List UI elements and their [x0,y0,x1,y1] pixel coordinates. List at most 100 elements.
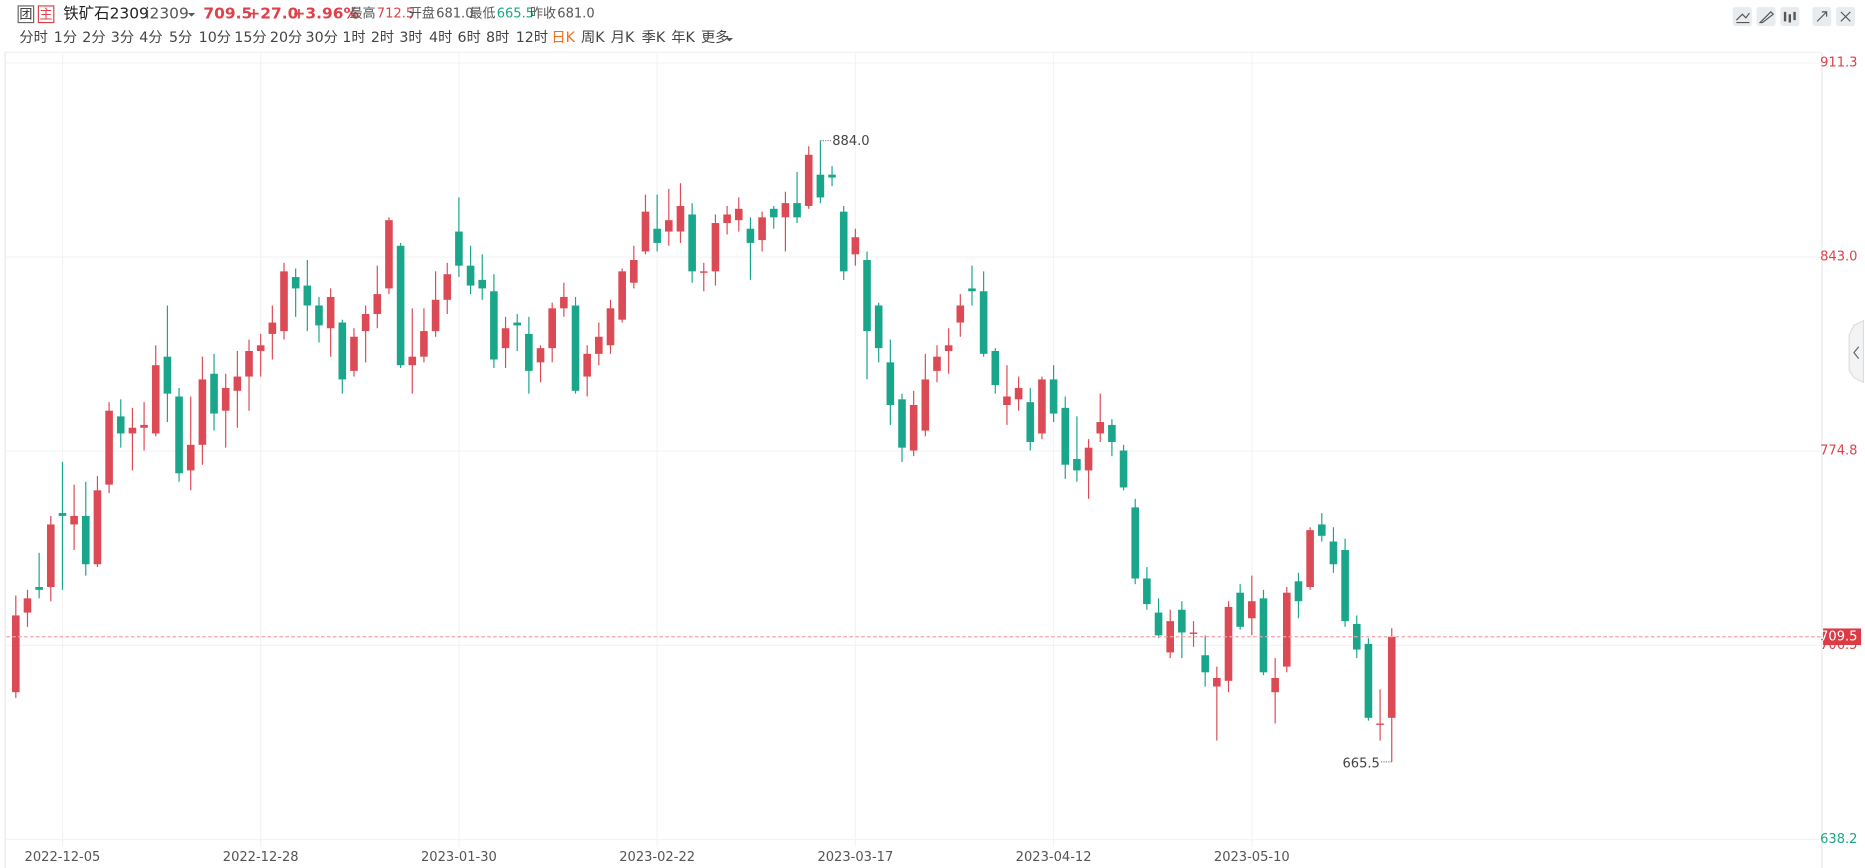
candle-body [256,345,265,351]
period-tab[interactable]: 4分 [139,29,162,46]
candle-body [1294,581,1303,602]
candle-body [979,291,988,354]
candle-body [1189,632,1198,634]
candle-body [23,598,32,613]
icon [1840,11,1851,22]
candle-body [525,333,533,371]
period-tab[interactable]: 6时 [458,29,481,46]
candle-body [1259,598,1268,673]
period-tab[interactable]: 季K [642,29,666,46]
y-tick-label: 638.2 [1820,832,1857,847]
candle-body [699,271,708,273]
badge[interactable]: 团 [19,7,32,22]
candle-body [466,265,475,286]
period-tab[interactable]: 日K [551,30,575,46]
x-tick-label: 2023-01-30 [421,850,497,865]
candle-body [1236,592,1244,627]
candle-body [863,259,871,332]
candle-body [1073,459,1081,471]
period-tab[interactable]: 分时 [19,29,47,46]
candle-body [385,220,393,289]
period-tab[interactable]: 10分 [199,29,231,46]
period-tab[interactable]: 月K [611,30,635,46]
candle-body [1224,606,1233,681]
period-tabs: 分时 1分 2分 3分 4分 5分 10分 15分 20分 30分 1时 2时 3时 4时 6时 8时 12时日… [19,29,729,46]
candle-body [12,615,20,693]
candle-body [1271,677,1279,693]
candle-body [560,296,568,309]
candle-body [664,220,673,232]
candle-body [221,387,230,411]
candle-body [1154,612,1163,636]
stat-value: 681.0 [436,7,473,22]
candle-body [571,305,580,391]
period-tab[interactable]: 1时 [342,29,365,46]
candle-body [804,154,813,206]
side-panel-toggle[interactable] [1848,319,1865,384]
x-tick-label: 2023-04-12 [1016,850,1092,865]
badge[interactable]: 主 [40,7,53,22]
period-tab[interactable]: 2时 [371,29,394,46]
period-tab[interactable]: 3分 [111,29,134,46]
candle-body [81,515,90,565]
period-tab[interactable]: 3时 [399,29,422,46]
candle-body [1049,379,1058,414]
candle-body [723,214,731,224]
y-tick-label: 843.0 [1820,250,1857,265]
period-tab[interactable]: 2分 [82,29,105,46]
candle-body [1376,723,1384,725]
candle-body [968,288,976,292]
x-tick-label: 2023-03-17 [817,850,893,865]
candle-body [1201,655,1209,673]
candle-body [431,299,440,332]
candle-body [676,205,685,232]
badge-box[interactable] [17,5,35,24]
candle-body [1038,379,1046,434]
candle-body [758,217,766,241]
candle-body [1341,550,1349,622]
period-tab[interactable]: 1分 [54,29,77,46]
last-price-tag [1823,628,1862,646]
stat-label: 开盘 [409,6,435,22]
candle-body [816,174,825,198]
candle-body [734,208,743,221]
candle-body [921,379,930,431]
candle-body [1026,402,1035,442]
period-tab[interactable]: 年K [671,29,695,46]
period-tab[interactable]: 更多 [701,29,729,46]
candle-body [326,296,335,329]
candle-body [70,515,78,525]
period-tab[interactable]: 12时 [516,29,548,46]
candle-body [163,356,172,394]
stat-label: 最低 [469,7,495,22]
tool-button[interactable] [1732,7,1752,27]
period-tab[interactable]: 20分 [270,29,302,46]
candle-body [1061,407,1070,465]
y-tick-label: 774.8 [1820,444,1857,459]
stat-value: 665.5 [497,7,534,22]
badge-box[interactable] [37,5,55,24]
period-tab[interactable]: 5分 [169,29,192,46]
dropdown-arrow[interactable] [187,13,196,17]
candle-body [909,405,918,451]
candle-body [1283,592,1291,667]
period-tab[interactable]: 15分 [234,29,266,46]
period-tab[interactable]: 8时 [486,29,509,46]
period-tab[interactable]: 周K [581,30,605,46]
candle-body [595,336,603,354]
candle-body [956,305,965,323]
candle-body [116,416,125,434]
candle-body [35,586,43,590]
candle-body [839,211,848,272]
candle-body [933,356,941,371]
candle-body [711,223,720,272]
period-tab[interactable]: 30分 [306,29,338,46]
dropdown-arrow[interactable] [725,37,734,42]
instrument-code[interactable]: i2309 [145,5,189,23]
candle-body [898,399,906,448]
period-tab[interactable]: 4时 [429,29,452,46]
candle-body [769,208,778,218]
candle-body [245,350,253,377]
